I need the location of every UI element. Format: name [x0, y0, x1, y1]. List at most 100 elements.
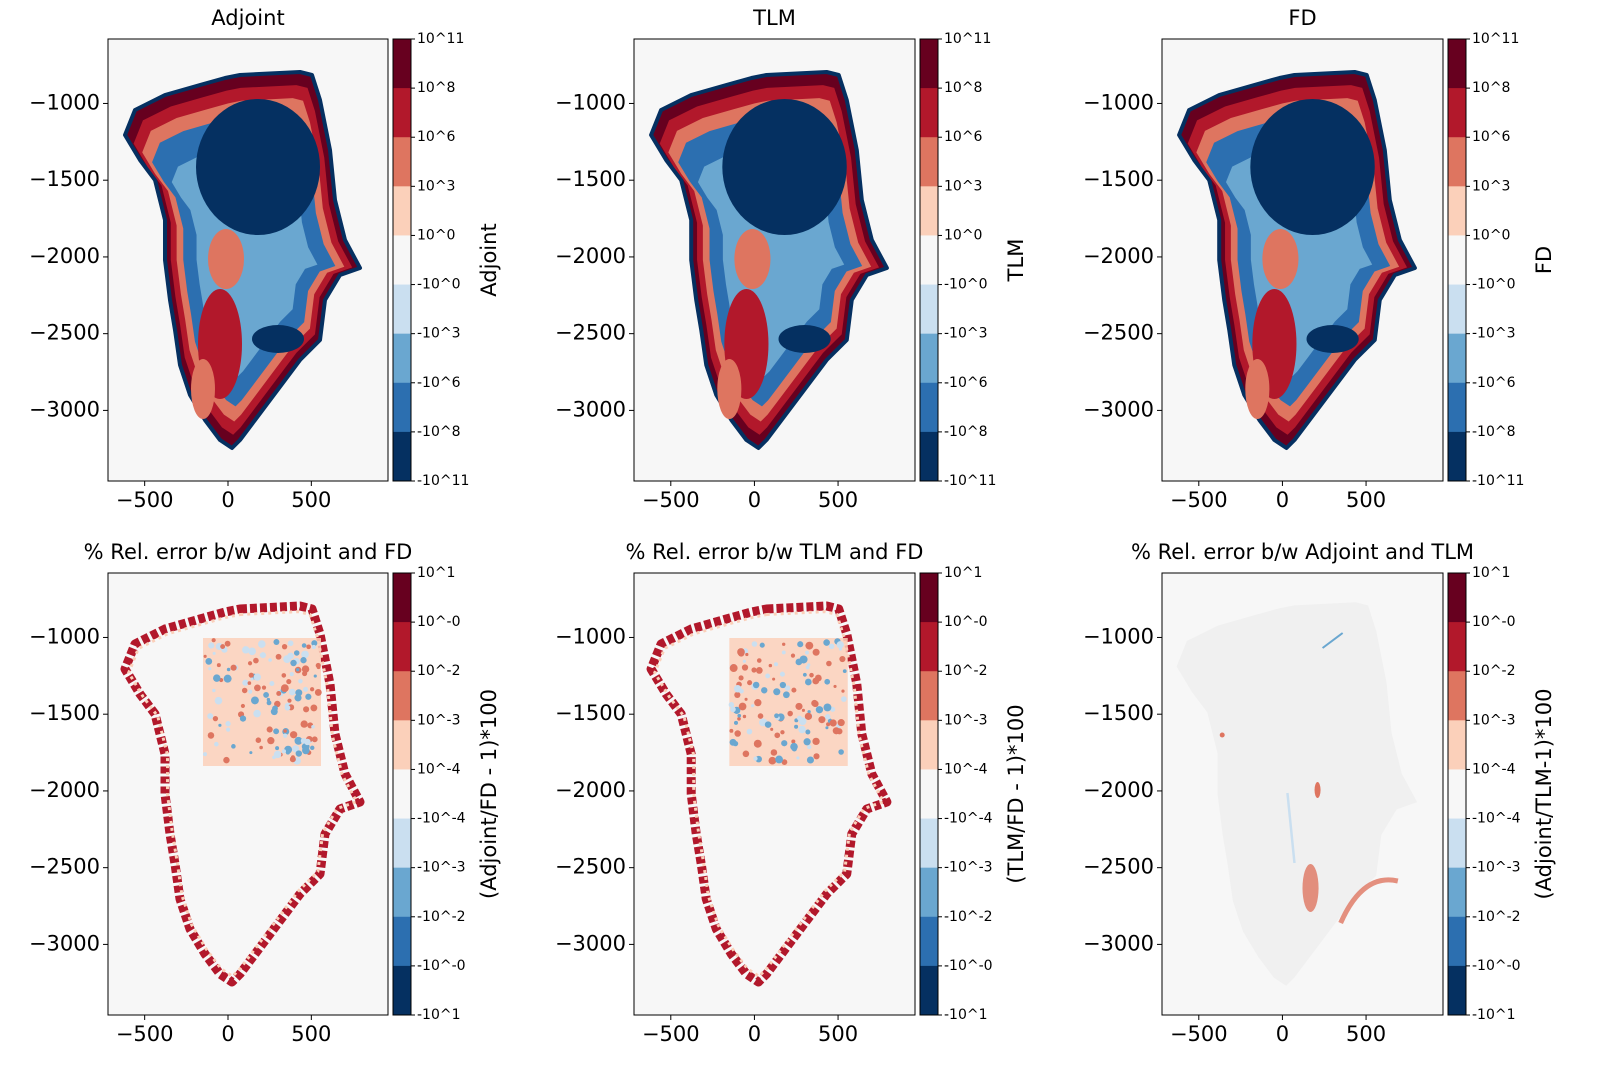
ice-speckle: [247, 681, 252, 685]
colorbar-tick-label: 10^11: [417, 31, 464, 47]
colorbar-tick-label: 10^1: [1472, 565, 1510, 581]
axes-frame: [1161, 572, 1444, 1016]
ice-speckle: [815, 706, 824, 714]
colorbar-label: (Adjoint/TLM-1)*100: [1532, 688, 1556, 899]
ice-speckle: [263, 692, 269, 698]
colorbar-tick-label: 10^3: [1472, 178, 1510, 194]
ice-speckle: [301, 650, 309, 659]
y-tick-label: −1500: [29, 167, 100, 191]
ice-speckle: [733, 720, 739, 725]
ice-speckle: [734, 730, 741, 737]
ice-speckle: [287, 640, 294, 647]
ice-speckle: [791, 687, 797, 693]
ice-speckle: [295, 689, 303, 697]
ice-speckle: [826, 660, 832, 667]
ice-speckle: [770, 727, 774, 731]
ice-speckle: [202, 752, 208, 757]
colorbar-tick-label: -10^-3: [944, 860, 993, 876]
colorbar-label: FD: [1532, 246, 1556, 274]
ice-speckle: [300, 657, 307, 664]
ice-speckle: [289, 731, 298, 739]
y-tick-label: −3000: [555, 397, 626, 421]
ice-speckle: [753, 739, 762, 748]
colorbar-tick-label: -10^-2: [944, 909, 993, 925]
colorbar-tick-label: -10^11: [1472, 473, 1524, 489]
y-tick-label: −2500: [29, 855, 100, 879]
ice-speckle: [729, 664, 738, 672]
ice-speckle: [285, 750, 290, 755]
ice-speckle: [756, 658, 762, 663]
colorbar-tick-label: -10^11: [944, 473, 996, 489]
ice-speckle: [272, 755, 276, 760]
colorbar-band: [1448, 235, 1466, 286]
ice-speckle: [242, 646, 250, 654]
ice-speckle: [744, 697, 748, 701]
x-tick-label: 500: [818, 1022, 858, 1046]
colorbar-band: [1448, 867, 1466, 918]
ice-speckle: [311, 644, 317, 650]
ice-speckle: [253, 657, 259, 664]
colorbar-band: [1448, 39, 1466, 89]
colorbar-tick-label: -10^1: [1472, 1007, 1516, 1023]
ice-region: [1338, 877, 1399, 925]
colorbar-tick-label: 10^-3: [1472, 712, 1516, 728]
ice-speckle: [294, 694, 302, 702]
ice-speckle: [745, 652, 749, 657]
ice-speckle: [259, 653, 264, 657]
colorbar-label: (TLM/FD - 1)*100: [1004, 704, 1028, 883]
ice-speckle: [211, 638, 216, 643]
colorbar-tick-label: -10^-4: [417, 811, 466, 827]
colorbar-band: [1448, 333, 1466, 384]
x-tick-label: 0: [1276, 488, 1289, 512]
colorbar-band: [1448, 818, 1466, 869]
y-tick-label: −1000: [29, 90, 100, 114]
colorbar-band: [1448, 622, 1466, 672]
colorbar-tick-label: -10^-2: [417, 909, 466, 925]
ice-region: [252, 325, 304, 353]
panel-title: % Rel. error b/w Adjoint and FD: [84, 540, 413, 564]
x-tick-label: 500: [818, 488, 858, 512]
ice-speckle: [230, 664, 237, 671]
ice-speckle: [790, 653, 796, 658]
ice-speckle: [286, 678, 292, 685]
ice-speckle: [223, 674, 232, 683]
ice-speckle: [838, 749, 844, 755]
ice-speckle: [768, 663, 773, 668]
ice-region: [1262, 229, 1299, 289]
ice-speckle: [742, 750, 750, 758]
colorbar-frame: [1447, 572, 1467, 1016]
colorbar-band: [920, 671, 938, 721]
ice-speckle: [208, 642, 215, 649]
ice-speckle: [742, 659, 747, 663]
y-tick-label: −1000: [555, 624, 626, 648]
ice-speckle: [757, 713, 764, 719]
ice-speckle: [239, 715, 247, 722]
colorbar-tick-label: 10^6: [417, 129, 456, 145]
ice-speckle: [809, 672, 814, 678]
ice-speckle: [783, 691, 790, 699]
colorbar-band: [920, 137, 938, 187]
y-tick-label: −2500: [555, 855, 626, 879]
ice-speckle: [315, 662, 321, 669]
ice-speckle: [805, 641, 814, 650]
ice-speckle: [741, 664, 749, 671]
colorbar-tick-label: -10^0: [944, 277, 988, 293]
colorbar-band: [1448, 137, 1466, 187]
ice-speckle: [738, 675, 744, 681]
colorbar-label: (Adjoint/FD - 1)*100: [477, 689, 501, 899]
ice-speckle: [213, 674, 221, 682]
x-tick-label: −500: [642, 488, 700, 512]
ice-speckle: [772, 677, 776, 681]
ice-speckle: [294, 736, 303, 745]
colorbar-band: [920, 235, 938, 286]
ice-speckle: [738, 702, 747, 711]
ice-speckle: [275, 746, 280, 751]
ice-speckle: [728, 702, 735, 708]
colorbar-band: [393, 622, 411, 672]
ice-speckle: [259, 745, 263, 750]
ice-speckle: [761, 687, 768, 694]
ice-speckle: [205, 658, 213, 665]
colorbar-band: [920, 573, 938, 623]
ice-speckle: [751, 667, 757, 673]
colorbar-band: [920, 88, 938, 138]
